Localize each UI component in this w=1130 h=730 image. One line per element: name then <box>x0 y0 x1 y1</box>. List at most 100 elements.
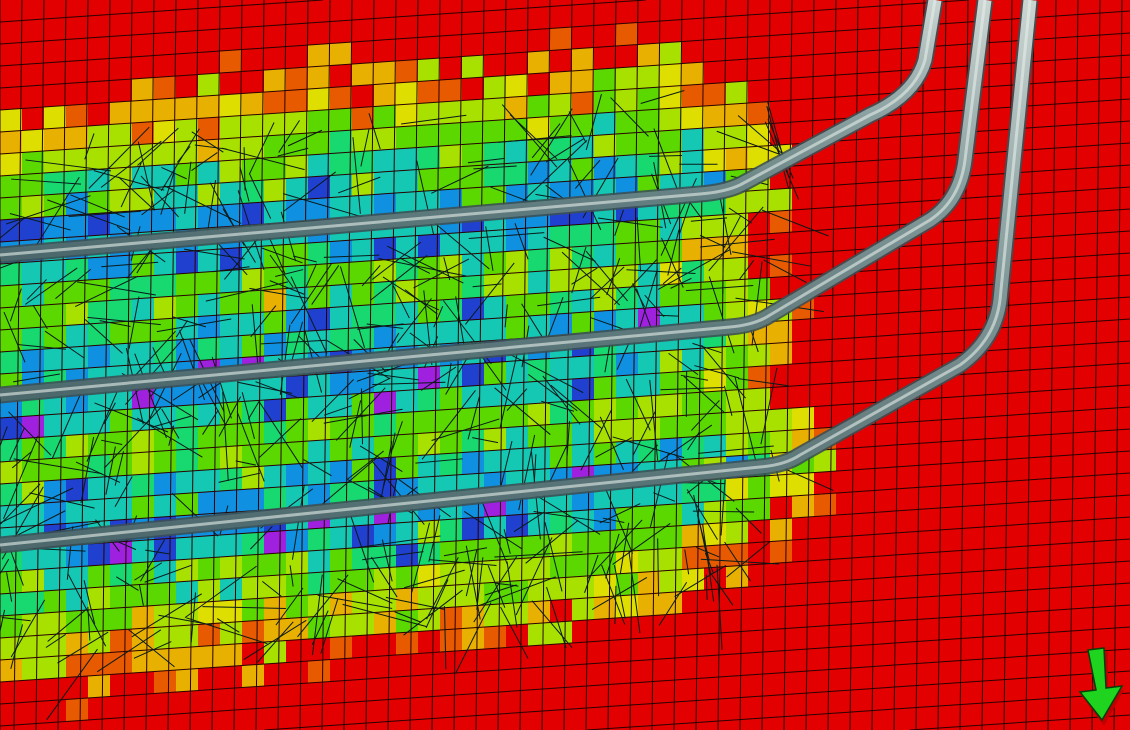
grid-cell <box>748 189 770 213</box>
grid-cell <box>682 128 704 152</box>
grid-cell <box>440 188 462 212</box>
grid-cell <box>638 549 660 573</box>
grid-cell <box>154 560 176 584</box>
down-arrow-icon[interactable] <box>1078 647 1124 726</box>
grid-cell <box>572 355 594 379</box>
fracture <box>88 126 150 189</box>
grid-cell <box>440 606 462 630</box>
grid-cell <box>154 472 176 496</box>
fracture <box>433 221 490 270</box>
grid-cell <box>176 206 198 230</box>
grid-cell <box>308 329 330 353</box>
fracture <box>509 353 584 394</box>
grid-cell <box>638 219 660 243</box>
grid-cell <box>220 379 242 403</box>
grid-cell <box>594 596 616 620</box>
grid-cell <box>220 335 242 359</box>
fracture <box>13 373 60 383</box>
grid-cell <box>330 394 352 418</box>
grid-cell <box>242 664 264 688</box>
grid-cell <box>352 150 374 174</box>
fracture <box>413 258 470 289</box>
grid-cell <box>352 194 374 218</box>
grid-cell <box>748 409 770 433</box>
grid-cell <box>616 22 638 46</box>
grid-cell <box>88 344 110 368</box>
fracture <box>86 391 118 462</box>
grid-line <box>519 0 529 730</box>
grid-cell <box>638 571 660 595</box>
grid-cell <box>396 147 418 171</box>
grid-cell <box>374 303 396 327</box>
grid-cell <box>330 592 352 616</box>
fracture <box>722 215 741 250</box>
fracture <box>385 596 445 610</box>
grid-cell <box>0 174 22 198</box>
grid-cell <box>220 313 242 337</box>
fracture <box>708 206 764 272</box>
fracture <box>114 451 124 486</box>
fracture <box>602 517 625 523</box>
grid-cell <box>110 387 132 411</box>
grid-cell <box>374 589 396 613</box>
grid-cell <box>726 543 748 567</box>
grid-cell <box>726 433 748 457</box>
grid-cell <box>374 325 396 349</box>
grid-cell <box>418 234 440 258</box>
grid-cell <box>264 420 286 444</box>
fracture <box>202 606 286 609</box>
grid-cell <box>396 411 418 435</box>
grid-cell <box>792 472 814 496</box>
well-1[interactable] <box>0 0 937 257</box>
grid-cell <box>286 463 308 487</box>
well-2[interactable] <box>0 0 987 397</box>
grid-cell <box>440 584 462 608</box>
grid-line <box>211 0 221 730</box>
grid-cell <box>528 160 550 184</box>
fracture <box>349 400 362 448</box>
grid-cell <box>154 428 176 452</box>
fracture <box>194 144 227 150</box>
grid-cell <box>550 555 572 579</box>
fracture <box>87 316 161 326</box>
grid-cell <box>88 146 110 170</box>
grid-cell <box>814 493 836 517</box>
grid-cell <box>462 297 484 321</box>
fracture <box>1 616 31 622</box>
grid-cell <box>110 497 132 521</box>
grid-cell <box>154 274 176 298</box>
fracture <box>293 255 317 263</box>
grid-cell <box>726 499 748 523</box>
fracture <box>105 446 116 495</box>
grid-cell <box>484 515 506 539</box>
grid-cell <box>506 316 528 340</box>
grid-cell <box>330 570 352 594</box>
well-3[interactable] <box>0 0 1032 547</box>
grid-cell <box>308 659 330 683</box>
fracture <box>655 314 679 317</box>
grid-cell <box>110 211 132 235</box>
grid-cell <box>660 415 682 439</box>
fracture <box>463 511 522 550</box>
grid-cell <box>682 502 704 526</box>
grid-cell <box>286 155 308 179</box>
fracture <box>289 565 294 587</box>
wells[interactable] <box>0 0 1039 554</box>
grid-cell <box>88 586 110 610</box>
fracture <box>258 400 303 469</box>
grid-cell <box>616 220 638 244</box>
fracture <box>613 565 626 619</box>
fracture <box>700 238 775 248</box>
fracture <box>357 323 404 330</box>
fracture <box>160 128 200 192</box>
grid-cell <box>66 214 88 238</box>
fracture <box>101 261 159 268</box>
grid-cell <box>352 106 374 130</box>
grid-cell <box>660 305 682 329</box>
fracture <box>128 629 175 668</box>
fracture <box>84 319 123 354</box>
grid-cell <box>506 162 528 186</box>
grid-cell <box>770 342 792 366</box>
fracture <box>26 279 47 300</box>
